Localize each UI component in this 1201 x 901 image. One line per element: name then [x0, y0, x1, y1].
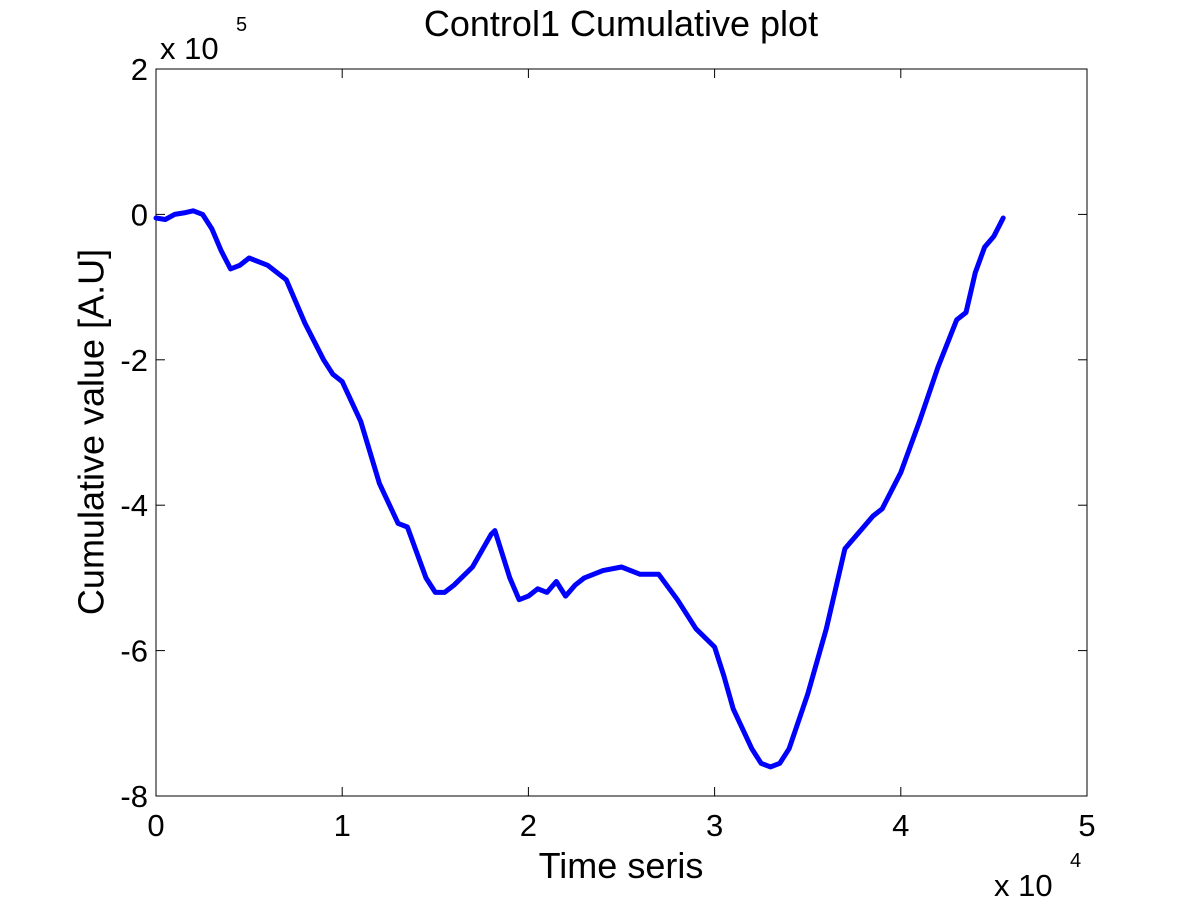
x-exponent-power: 4	[1070, 850, 1081, 872]
x-axis-label: Time seris	[539, 845, 704, 886]
x-tick-label: 2	[520, 808, 537, 843]
y-exponent-label: x 10 5	[160, 14, 247, 66]
x-tick-label: 5	[1078, 808, 1095, 843]
y-tick-label: -6	[120, 634, 148, 669]
x-tick-labels: 0 1 2 3 4 5	[147, 808, 1095, 843]
plot-area	[153, 68, 1088, 797]
series-line	[153, 208, 1006, 770]
y-tick-label: 2	[131, 52, 148, 87]
y-exponent-power: 5	[236, 14, 247, 36]
y-tick-label: -4	[120, 488, 148, 523]
y-tick-label: -2	[120, 343, 148, 378]
x-tick-label: 4	[892, 808, 909, 843]
y-tick-label: -8	[120, 779, 148, 814]
x-exponent-base: x 10	[994, 868, 1053, 901]
x-tick-label: 3	[706, 808, 723, 843]
y-tick-label: 0	[131, 197, 148, 232]
plot-frame	[155, 68, 1088, 797]
x-tick-label: 0	[147, 808, 164, 843]
y-tick-labels: -8 -6 -4 -2 0 2	[120, 52, 148, 814]
x-tick-label: 1	[334, 808, 351, 843]
y-exponent-base: x 10	[160, 31, 219, 66]
y-tick-marks	[156, 68, 1087, 797]
x-exponent-label: x 10 4	[994, 850, 1081, 901]
x-tick-marks	[155, 69, 1088, 796]
y-axis-label: Cumulative value [A.U]	[71, 249, 112, 615]
chart-title: Control1 Cumulative plot	[424, 3, 818, 44]
